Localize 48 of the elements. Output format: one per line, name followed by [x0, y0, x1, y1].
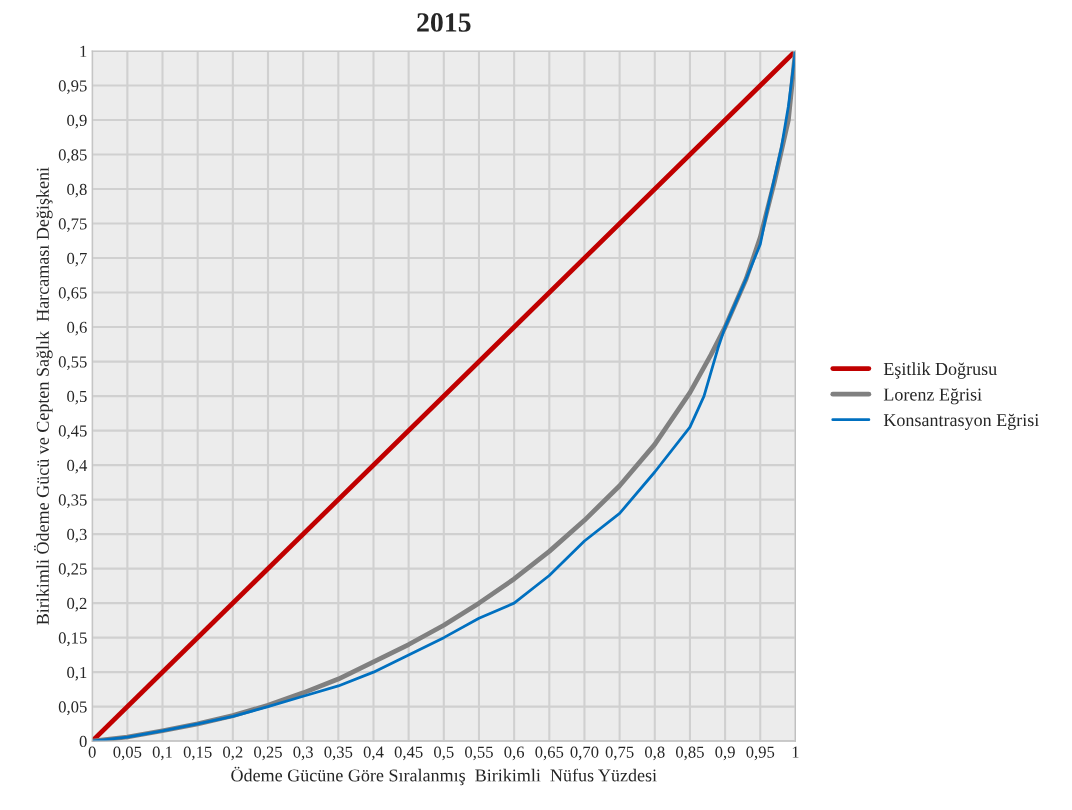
x-tick-label: 0,15 [183, 746, 212, 761]
y-tick-label: 0,95 [58, 80, 87, 94]
y-tick-label: 0,05 [58, 701, 87, 715]
x-tick-label: 0,85 [675, 746, 704, 761]
y-tick-label: 1 [80, 45, 87, 57]
y-tick-label: 0,6 [67, 321, 87, 336]
y-tick-label: 0,9 [67, 114, 87, 129]
x-tick-label: 0,55 [465, 746, 493, 761]
x-tick-label: 1 [792, 746, 799, 758]
x-tick-label: 0,6 [504, 746, 525, 761]
y-tick-label: 0,75 [58, 218, 87, 232]
x-tick-label: 0,25 [254, 746, 282, 761]
legend-label: Eşitlik Doğrusu [883, 362, 997, 379]
x-tick-label: 0,05 [113, 746, 142, 761]
x-tick-label: 0,2 [223, 746, 243, 761]
y-tick-label: 0,65 [58, 287, 87, 301]
y-tick-label: 0,45 [58, 425, 87, 439]
x-tick-label: 0,70 [570, 746, 599, 761]
x-axis-title: Ödeme Gücüne Göre Sıralanmış Birikimli Nüfus Yüzdesi [231, 766, 657, 786]
y-tick-label: 0,8 [67, 183, 87, 198]
y-tick-label: 0,4 [67, 459, 88, 474]
y-tick-label: 0,1 [67, 666, 87, 681]
y-tick-label: 0,5 [67, 390, 87, 405]
legend-label: Konsantrasyon Eğrisi [883, 413, 1039, 430]
y-tick-label: 0,25 [58, 563, 87, 577]
x-tick-label: 0,8 [645, 746, 665, 761]
x-tick-label: 0,35 [324, 746, 353, 761]
x-tick-label: 0 [88, 746, 96, 758]
x-tick-label: 0,75 [605, 746, 634, 761]
y-tick-label: 0,3 [67, 528, 87, 543]
x-tick-label: 0,95 [746, 746, 775, 761]
x-tick-label: 0,1 [152, 746, 172, 761]
legend-label: Lorenz Eğrisi [883, 388, 982, 405]
y-axis-title: Birikimli Ödeme Gücü ve Cepten Sağlık Harcaması Değişkeni [34, 167, 53, 625]
y-tick-label: 0,55 [58, 356, 87, 370]
x-tick-label: 0,65 [535, 746, 564, 761]
x-tick-label: 0,9 [715, 746, 735, 761]
chart-title: 2015 [417, 13, 471, 32]
x-tick-label: 0,5 [434, 746, 454, 761]
x-tick-label: 0,3 [293, 746, 313, 761]
y-tick-label: 0 [79, 735, 87, 748]
y-tick-label: 0,15 [58, 632, 87, 646]
y-tick-label: 0,7 [67, 252, 87, 267]
y-tick-label: 0,35 [58, 494, 87, 508]
y-tick-label: 0,85 [58, 149, 87, 163]
x-tick-label: 0,45 [394, 746, 423, 761]
y-tick-label: 0,2 [67, 597, 87, 612]
x-tick-label: 0,4 [363, 746, 384, 761]
